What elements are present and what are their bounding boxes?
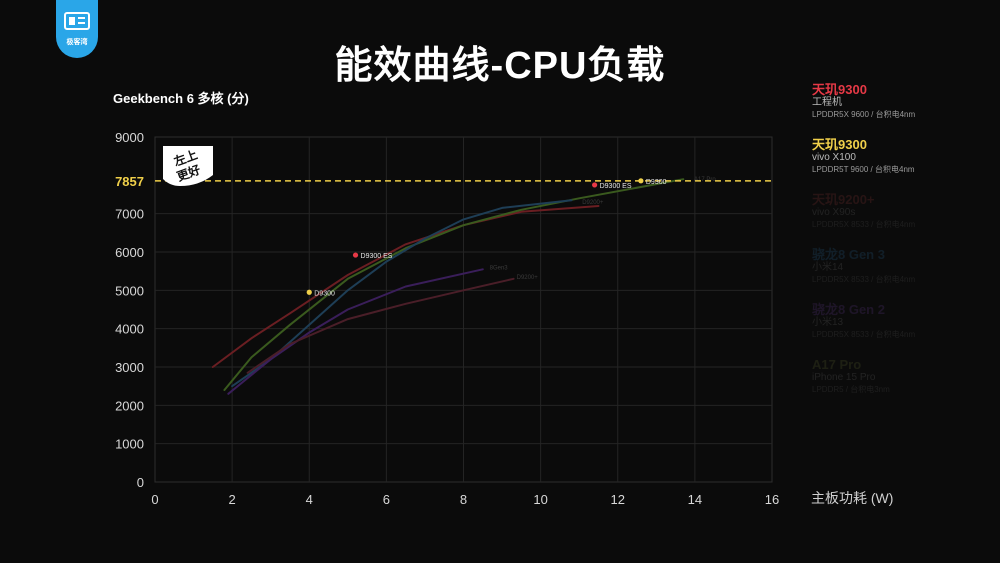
y-tick-label: 4000 xyxy=(115,322,144,337)
legend-item-spec: LPDDR5X 8533 / 台积电4nm xyxy=(812,275,916,284)
legend-item-spec: LPDDR5X 9600 / 台积电4nm xyxy=(812,110,916,119)
x-axis-title: 主板功耗 (W) xyxy=(811,490,893,506)
legend-item-device: 小米13 xyxy=(812,317,844,328)
x-tick-label: 4 xyxy=(306,492,313,507)
legend-item: 骁龙8 Gen 2 小米13 LPDDR5X 8533 / 台积电4nm xyxy=(812,302,992,357)
legend-item-device: vivo X90s xyxy=(812,207,856,218)
y-tick-label: 7000 xyxy=(115,207,144,222)
legend-item-device: vivo X100 xyxy=(812,152,856,163)
faint-series-label: 8Gen3 xyxy=(490,265,509,271)
series-line xyxy=(231,199,573,388)
logo-icon xyxy=(64,12,90,30)
legend: 天玑9300 工程机 LPDDR5X 9600 / 台积电4nm 天玑9300 vivo… xyxy=(812,82,992,412)
y-tick-label: 3000 xyxy=(115,360,144,375)
legend-item-device: 工程机 xyxy=(812,97,842,108)
legend-item: 天玑9300 工程机 LPDDR5X 9600 / 台积电4nm xyxy=(812,82,992,137)
x-tick-label: 12 xyxy=(611,492,625,507)
x-tick-label: 16 xyxy=(765,492,779,507)
page-title: 能效曲线-CPU负载 xyxy=(334,45,666,87)
x-tick-label: 14 xyxy=(688,492,702,507)
y-tick-label: 5000 xyxy=(115,283,144,298)
data-point xyxy=(352,252,359,258)
legend-item-spec: LPDDR5X 8533 / 台积电4nm xyxy=(812,330,916,339)
y-tick-label: 9000 xyxy=(115,130,144,145)
y-tick-label: 1000 xyxy=(115,437,144,452)
series-line xyxy=(227,268,484,395)
reference-line-label: 7857 xyxy=(115,174,144,189)
legend-item-device: 小米14 xyxy=(812,262,844,273)
legend-item-spec: LPDDR5T 9600 / 台积电4nm xyxy=(812,165,915,174)
series-line xyxy=(246,277,515,374)
legend-item: A17 Pro iPhone 15 Pro LPDDR5 / 台积电3nm xyxy=(812,357,992,412)
x-tick-label: 8 xyxy=(460,492,467,507)
legend-item: 骁龙8 Gen 3 小米14 LPDDR5X 8533 / 台积电4nm xyxy=(812,247,992,302)
y-tick-label: 0 xyxy=(137,475,144,490)
better-badge xyxy=(163,146,213,186)
brand-logo: 极客湾 xyxy=(56,0,98,58)
data-point-label: D9300 ES xyxy=(361,253,393,260)
legend-item: 天玑9200+ vivo X90s LPDDR5X 8533 / 台积电4nm xyxy=(812,192,992,247)
legend-item-name: 骁龙8 Gen 3 xyxy=(812,247,885,262)
series-line xyxy=(223,178,685,391)
legend-item-name: 天玑9300 xyxy=(812,82,867,97)
legend-item-spec: LPDDR5 / 台积电3nm xyxy=(812,385,890,394)
faint-series-label: D9200+ xyxy=(582,200,604,206)
data-point xyxy=(638,178,644,184)
y-tick-label: 2000 xyxy=(115,398,144,413)
legend-item-name: 天玑9300 xyxy=(812,137,867,152)
data-point xyxy=(592,182,598,188)
legend-item-name: A17 Pro xyxy=(812,357,862,372)
x-tick-label: 0 xyxy=(151,492,158,507)
series-line xyxy=(211,205,600,368)
legend-item-name: 天玑9200+ xyxy=(812,192,875,207)
legend-item-name: 骁龙8 Gen 2 xyxy=(812,302,885,317)
x-tick-label: 6 xyxy=(383,492,390,507)
legend-item-device: iPhone 15 Pro xyxy=(812,372,876,383)
data-point-label: D9300 xyxy=(646,179,667,186)
legend-item: 天玑9300 vivo X100 LPDDR5T 9600 / 台积电4nm xyxy=(812,137,992,192)
data-point-label: D9300 xyxy=(314,290,335,297)
data-point xyxy=(306,289,312,295)
y-axis-title: Geekbench 6 多核 (分) xyxy=(113,91,249,106)
logo-text: 极客湾 xyxy=(66,39,88,46)
x-tick-label: 10 xyxy=(533,492,547,507)
x-tick-label: 2 xyxy=(229,492,236,507)
y-tick-label: 6000 xyxy=(115,245,144,260)
faint-series-label: D9200+ xyxy=(517,275,539,281)
legend-item-spec: LPDDR5X 8533 / 台积电4nm xyxy=(812,220,916,229)
data-point-label: D9300 ES xyxy=(600,183,632,190)
